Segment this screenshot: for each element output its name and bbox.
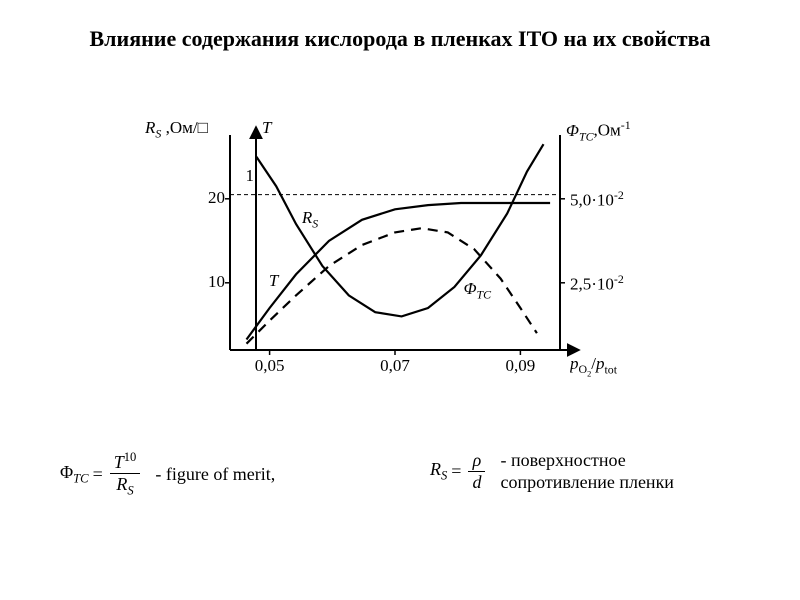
chart-container: RS ,Ом/□TΦTC,Ом-1102015,0·10-22,5·10-20,…: [140, 120, 660, 400]
formula-row: ΦTC = T10 RS - figure of merit, RS = ρ d…: [0, 440, 800, 560]
fom-lhs: ΦTC: [60, 462, 89, 487]
rs-den: d: [468, 472, 485, 493]
fom-caption: - figure of merit,: [155, 464, 275, 485]
rs-lhs: RS: [430, 459, 447, 484]
formula-fom: ΦTC = T10 RS - figure of merit,: [60, 450, 275, 499]
formula-rs: RS = ρ d - поверхностное сопротивление п…: [430, 450, 720, 493]
rs-num: ρ: [468, 450, 485, 472]
page-title: Влияние содержания кислорода в пленках I…: [0, 0, 800, 64]
fom-num: T10: [110, 450, 141, 474]
chart-svg: RS ,Ом/□TΦTC,Ом-1102015,0·10-22,5·10-20,…: [140, 120, 660, 400]
fom-den: RS: [110, 474, 141, 499]
rs-caption: - поверхностное сопротивление пленки: [500, 450, 720, 493]
